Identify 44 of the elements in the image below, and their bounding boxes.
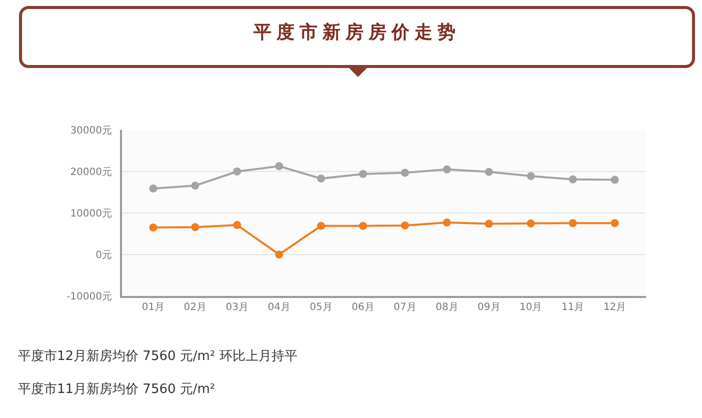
x-tick-label: 09月 xyxy=(478,302,500,313)
point xyxy=(484,168,493,176)
point xyxy=(610,176,619,184)
point xyxy=(191,223,200,232)
y-tick-label: 30000元 xyxy=(70,126,112,136)
y-tick-label: 10000元 xyxy=(70,208,112,220)
x-tick-label: 02月 xyxy=(184,302,207,313)
point xyxy=(233,168,242,176)
point xyxy=(275,162,284,170)
point xyxy=(400,168,409,177)
x-tick-label: 07月 xyxy=(394,302,416,313)
y-tick-label: 0元 xyxy=(96,250,112,261)
point xyxy=(400,221,409,230)
x-tick-label: 08月 xyxy=(436,302,458,313)
point xyxy=(568,219,577,228)
text: 平度市12月新房均价 7560 元/m² 环比上月持平 xyxy=(18,349,298,365)
point xyxy=(317,222,326,230)
point xyxy=(526,219,535,228)
point xyxy=(191,182,200,190)
x-tick-label: 03月 xyxy=(226,302,248,313)
x-tick-label: 05月 xyxy=(310,302,332,313)
y-tick-label: -10000元 xyxy=(66,292,112,302)
point xyxy=(610,219,619,228)
x-tick-label: 11月 xyxy=(561,302,584,313)
x-tick-label: 12月 xyxy=(603,302,626,313)
point xyxy=(275,250,284,258)
point xyxy=(442,165,451,174)
point xyxy=(149,184,158,193)
point xyxy=(359,170,368,178)
text: 平度市11月新房均价 7560 元/m² xyxy=(18,382,216,398)
chart-title: 平度市新房房价走势 xyxy=(252,22,462,44)
point xyxy=(317,174,326,183)
x-tick-label: 01月 xyxy=(142,302,165,313)
point xyxy=(568,175,577,184)
point xyxy=(526,172,535,180)
x-tick-label: 06月 xyxy=(352,302,374,313)
x-tick-label: 10月 xyxy=(520,302,542,313)
point xyxy=(484,220,493,228)
point xyxy=(233,221,242,230)
point xyxy=(359,222,368,230)
x-tick-label: 04月 xyxy=(268,302,290,313)
y-tick-label: 20000元 xyxy=(70,167,112,178)
point xyxy=(149,224,158,232)
point xyxy=(442,218,451,227)
